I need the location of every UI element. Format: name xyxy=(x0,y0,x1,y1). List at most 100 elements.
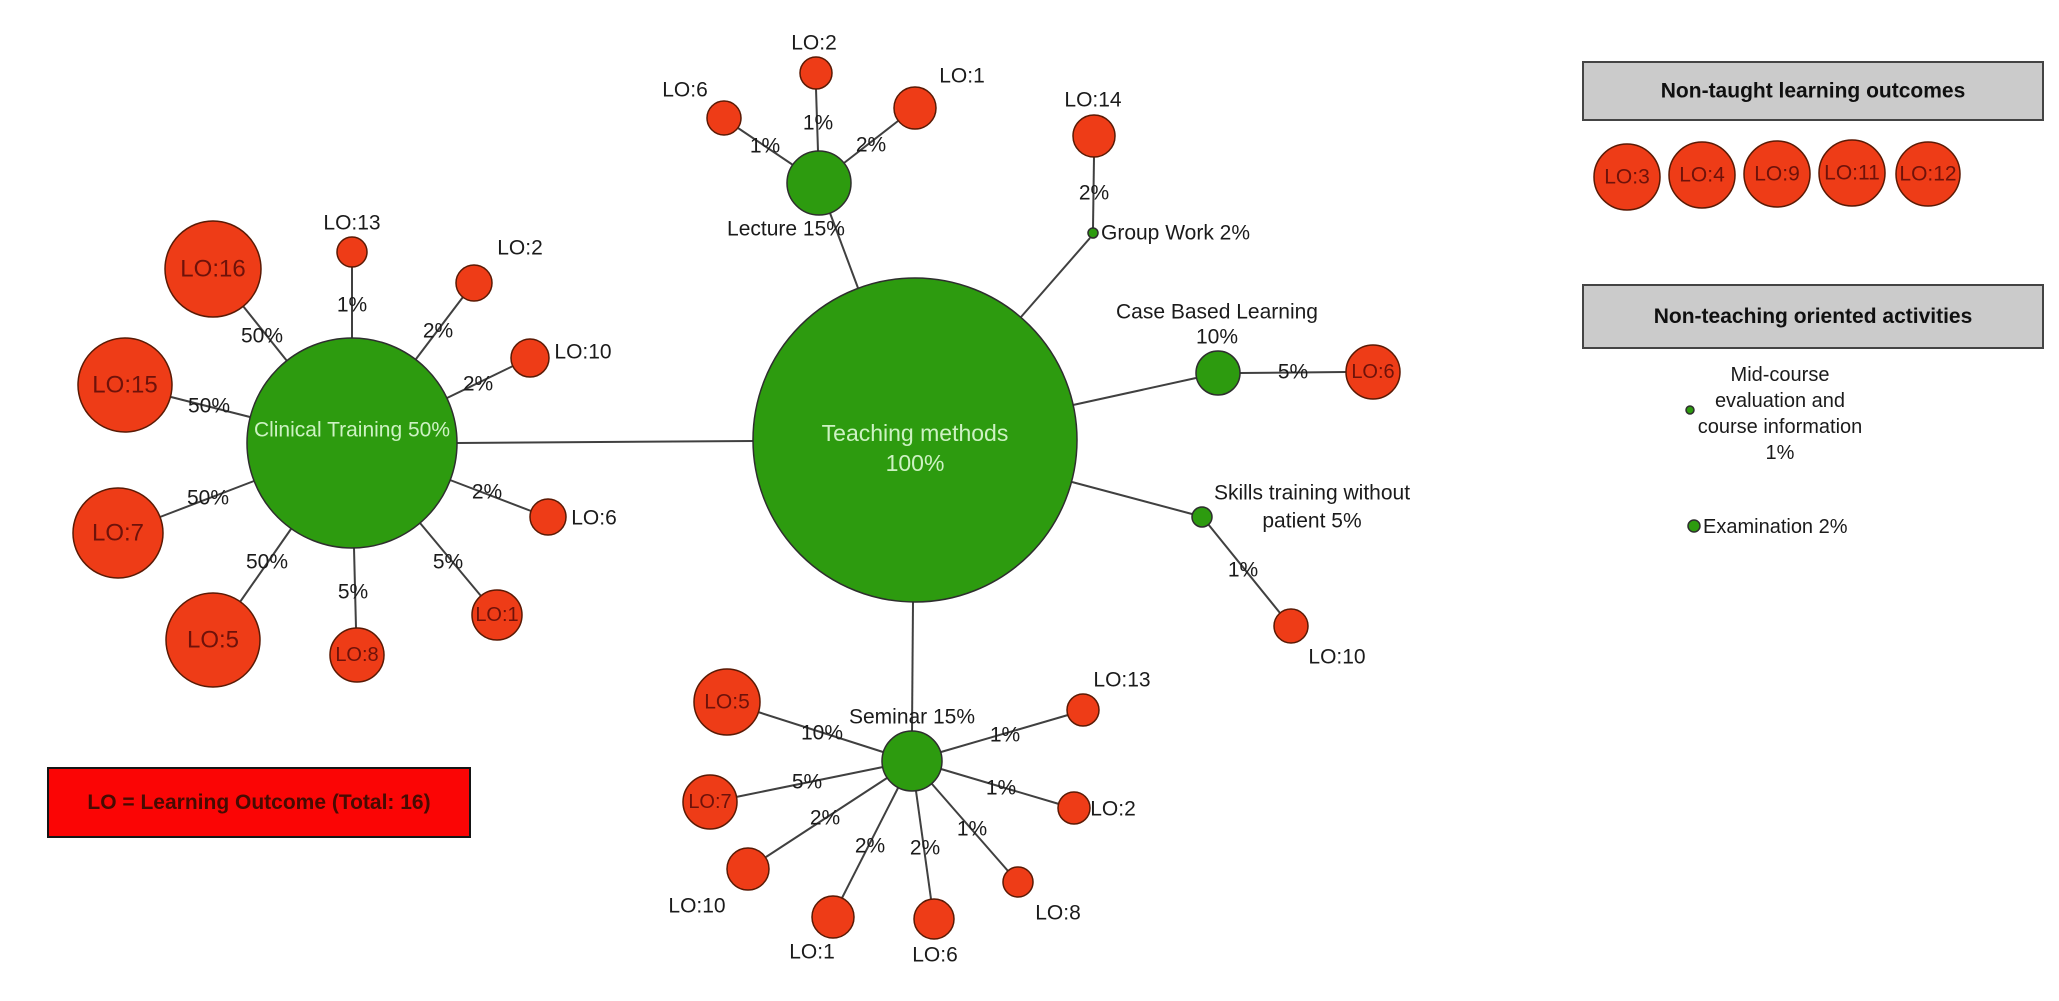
label-lecture-lo2: LO:2 xyxy=(791,32,837,55)
edge-lecture-lo1 xyxy=(843,120,899,164)
edge-lecture-lo1-label: 2% xyxy=(856,134,886,157)
edge-teaching-lecture xyxy=(829,212,859,289)
edge-lecture-lo2-label: 1% xyxy=(803,112,833,135)
edge-clinical-lo7 xyxy=(159,480,255,518)
edge-seminar-lo5-label: 10% xyxy=(801,722,843,745)
node-clinical-lo16 xyxy=(164,220,262,318)
legend-lo9 xyxy=(1743,140,1811,208)
edge-seminar-lo7-label: 5% xyxy=(792,771,822,794)
edge-seminar-lo2-label: 1% xyxy=(986,777,1016,800)
legend-lo4 xyxy=(1668,141,1736,209)
edge-seminar-lo8 xyxy=(931,783,1009,872)
node-seminar-lo7-label: LO:7 xyxy=(688,791,731,813)
edge-teaching-groupwork xyxy=(1020,237,1091,318)
box-non-teaching-label: Non-teaching oriented activities xyxy=(1654,305,1973,328)
edge-seminar-lo2 xyxy=(940,768,1060,805)
node-clinical-lo8-label: LO:8 xyxy=(335,644,378,666)
edge-seminar-lo8-label: 1% xyxy=(957,818,987,841)
node-seminar-lo2 xyxy=(1057,791,1091,825)
label-examination: Examination 2% xyxy=(1703,516,1848,538)
edge-clinical-lo15 xyxy=(170,396,251,418)
node-seminar-lo1 xyxy=(811,895,855,939)
node-clinical-lo5-label: LO:5 xyxy=(187,627,239,654)
legend-lo4-label: LO:4 xyxy=(1679,164,1725,187)
edge-seminar-lo5 xyxy=(757,711,884,753)
node-clinical-lo10 xyxy=(510,338,550,378)
edge-seminar-lo7 xyxy=(735,766,884,798)
box-lo-definition xyxy=(47,767,471,838)
label-clinical-lo2: LO:2 xyxy=(497,237,543,260)
node-lecture-lo1 xyxy=(893,86,937,130)
edge-seminar-lo6 xyxy=(915,790,932,900)
edge-clinical-lo1-label: 5% xyxy=(433,551,463,574)
edge-clinical-lo8 xyxy=(353,547,357,629)
edge-seminar-lo13 xyxy=(940,714,1069,753)
edge-skills-lo10 xyxy=(1207,523,1281,614)
node-seminar-lo13 xyxy=(1066,693,1100,727)
node-clinical-lo15 xyxy=(77,337,173,433)
node-groupwork-lo14 xyxy=(1072,114,1116,158)
label-clinical-lo6: LO:6 xyxy=(571,507,617,530)
edge-clinical-lo10 xyxy=(446,365,514,399)
label-clinical-lo10: LO:10 xyxy=(554,341,611,364)
edge-clinical-lo5 xyxy=(239,528,292,603)
label-skills-lo10: LO:10 xyxy=(1308,646,1365,669)
node-clinical-lo13 xyxy=(336,236,368,268)
edge-groupwork-lo14-label: 2% xyxy=(1079,182,1109,205)
box-non-taught-label: Non-taught learning outcomes xyxy=(1661,80,1966,103)
legend-lo3-label: LO:3 xyxy=(1604,166,1650,189)
node-clinical-lo1 xyxy=(471,589,523,641)
label-seminar-lo8: LO:8 xyxy=(1035,902,1081,925)
node-clinical-lo1-label: LO:1 xyxy=(475,604,518,626)
label-midcourse-line2: evaluation and xyxy=(1715,390,1845,412)
edge-seminar-lo10 xyxy=(765,777,888,858)
edge-skills-lo10-label: 1% xyxy=(1228,559,1258,582)
node-clinical-lo6 xyxy=(529,498,567,536)
node-clinical-lo8 xyxy=(329,627,385,683)
node-seminar-lo7 xyxy=(682,774,738,830)
edge-clinical-lo6-label: 2% xyxy=(472,481,502,504)
label-seminar-lo1: LO:1 xyxy=(789,941,835,964)
label-lecture-lo1: LO:1 xyxy=(939,65,985,88)
hub-lecture xyxy=(786,150,852,216)
edge-clinical-lo15-label: 50% xyxy=(188,395,230,418)
label-skills-line1: Skills training without xyxy=(1214,482,1410,505)
edge-clinical-lo1 xyxy=(419,522,482,597)
dot-groupwork xyxy=(1087,227,1099,239)
edge-case-lo6 xyxy=(1239,371,1347,374)
legend-lo11 xyxy=(1818,139,1886,207)
edge-groupwork-lo14 xyxy=(1092,156,1095,229)
hub-clinical xyxy=(246,337,458,549)
edge-clinical-lo10-label: 2% xyxy=(463,373,493,396)
edge-seminar-lo6-label: 2% xyxy=(910,837,940,860)
label-seminar: Seminar 15% xyxy=(849,706,975,729)
label-seminar-lo2: LO:2 xyxy=(1090,798,1136,821)
box-lo-definition-label: LO = Learning Outcome (Total: 16) xyxy=(87,791,430,814)
label-lecture: Lecture 15% xyxy=(727,218,845,241)
legend-lo12 xyxy=(1895,141,1961,207)
legend-lo12-label: LO:12 xyxy=(1899,163,1956,186)
node-clinical-lo16-label: LO:16 xyxy=(180,256,245,283)
edge-teaching-skills xyxy=(1071,481,1193,515)
dot-midcourse xyxy=(1685,405,1695,415)
label-teaching-line1: Teaching methods xyxy=(822,420,1009,446)
edge-clinical-lo16 xyxy=(242,305,288,362)
box-non-taught xyxy=(1582,61,2044,121)
label-seminar-lo10: LO:10 xyxy=(668,895,725,918)
label-lo14: LO:14 xyxy=(1064,89,1122,112)
node-seminar-lo5 xyxy=(693,668,761,736)
node-seminar-lo6 xyxy=(913,898,955,940)
node-clinical-lo7 xyxy=(72,487,164,579)
edge-seminar-lo10-label: 2% xyxy=(810,807,840,830)
edge-clinical-lo6 xyxy=(449,479,532,512)
edge-lecture-lo6-label: 1% xyxy=(750,135,780,158)
edge-teaching-seminar xyxy=(911,601,914,732)
label-case-line1: Case Based Learning xyxy=(1116,301,1318,324)
label-clinical: Clinical Training 50% xyxy=(254,419,450,442)
edge-clinical-lo13-label: 1% xyxy=(337,294,367,317)
node-case-lo6 xyxy=(1345,344,1401,400)
edge-teaching-case xyxy=(1072,377,1197,406)
edge-case-lo6-label: 5% xyxy=(1278,361,1308,384)
node-clinical-lo7-label: LO:7 xyxy=(92,520,144,547)
